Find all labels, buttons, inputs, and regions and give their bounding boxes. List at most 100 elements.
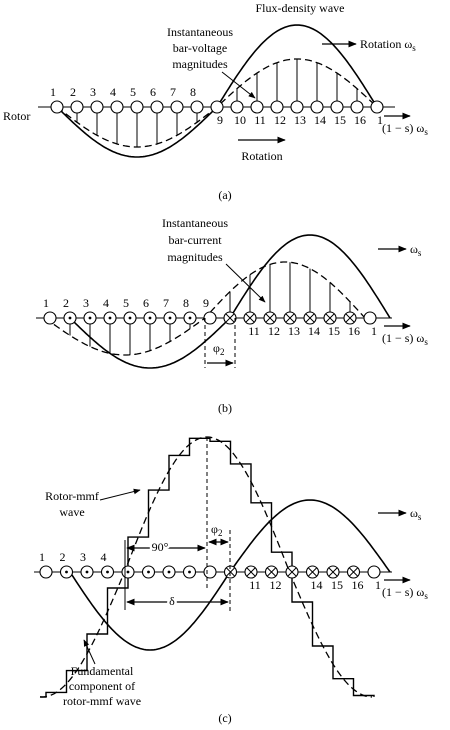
caption: (b) xyxy=(218,401,232,415)
current-out xyxy=(188,570,191,574)
bar-label: Instantaneous xyxy=(162,216,228,230)
slip-label-main: (1 − s) ω xyxy=(382,121,424,135)
slip-label-sub: s xyxy=(424,127,428,137)
bar-number: 11 xyxy=(248,324,260,338)
bar-number: 16 xyxy=(352,578,364,592)
slip-label: (1 − s) ωs xyxy=(382,121,428,137)
current-in xyxy=(345,313,355,323)
bar-number: 4 xyxy=(110,85,116,99)
speed-label: ωs xyxy=(410,506,422,522)
rotor-bar xyxy=(203,565,217,579)
rotation-label-sub: s xyxy=(412,43,416,53)
bar-number: 1 xyxy=(375,578,381,592)
rotor-bar xyxy=(367,565,381,579)
bar-number: 5 xyxy=(130,85,136,99)
rotor-bar xyxy=(350,100,364,114)
fundamental-label: rotor-mmf wave xyxy=(63,694,141,708)
bar-number: 4 xyxy=(103,296,109,310)
bar-number: 9 xyxy=(217,113,223,127)
phase-label-main: φ xyxy=(213,341,220,355)
rotor-bar xyxy=(270,100,284,114)
bar-label: magnitudes xyxy=(172,57,228,71)
bar-number: 7 xyxy=(163,296,169,310)
bar-number: 15 xyxy=(328,324,340,338)
phase-label-sub: 2 xyxy=(220,347,225,357)
current-in xyxy=(308,567,317,577)
angle-label: 90° xyxy=(152,540,169,554)
current-out xyxy=(88,316,92,320)
bar-number: 6 xyxy=(143,296,149,310)
bar-number: 3 xyxy=(83,296,89,310)
rotor-bar xyxy=(210,100,224,114)
rotor-bar xyxy=(190,100,204,114)
current-out xyxy=(65,570,68,574)
rotor-bar xyxy=(150,100,164,114)
bar-number: 2 xyxy=(70,85,76,99)
speed-label-main: ω xyxy=(410,242,418,256)
current-in xyxy=(328,567,338,577)
bar-number: 4 xyxy=(101,550,107,564)
bar-number: 1 xyxy=(377,113,383,127)
current-out xyxy=(106,570,109,574)
bar-number: 15 xyxy=(334,113,346,127)
leader-line xyxy=(99,488,141,501)
mmf-label: Rotor-mmf xyxy=(45,489,99,503)
bar-number: 8 xyxy=(183,296,189,310)
rotor-bar xyxy=(250,100,264,114)
rotor-bar xyxy=(110,100,124,114)
bar-number: 12 xyxy=(274,113,286,127)
rotor-bar xyxy=(290,100,304,114)
caption: (a) xyxy=(218,188,231,202)
slip-label-main: (1 − s) ω xyxy=(382,331,424,345)
bar-number: 1 xyxy=(371,324,377,338)
speed-label: ωs xyxy=(410,242,422,258)
leader-line xyxy=(83,639,96,665)
bar-number: 1 xyxy=(39,550,45,564)
current-out xyxy=(108,316,112,320)
phase-label: φ2 xyxy=(211,522,222,538)
bar-number: 16 xyxy=(348,324,360,338)
rotation-label: Rotation ωs xyxy=(360,37,416,53)
current-in xyxy=(225,313,235,323)
bar-number: 14 xyxy=(308,324,320,338)
rotor-bar xyxy=(330,100,344,114)
phase-label: φ2 xyxy=(213,341,224,357)
current-in xyxy=(325,313,335,323)
rotor-bar xyxy=(170,100,184,114)
rotor-bar xyxy=(43,311,57,325)
bar-number: 5 xyxy=(123,296,129,310)
leader-line xyxy=(221,71,256,99)
phase-label-main: φ xyxy=(211,522,218,536)
fundamental-label: Fundamental xyxy=(71,664,134,678)
rotor-bar xyxy=(370,100,384,114)
bar-number: 16 xyxy=(354,113,366,127)
bar-number: 14 xyxy=(311,578,323,592)
bar-number: 11 xyxy=(254,113,266,127)
bar-number: 10 xyxy=(234,113,246,127)
current-in xyxy=(246,567,256,577)
speed-label-sub: s xyxy=(418,512,422,522)
bar-number: 12 xyxy=(270,578,282,592)
bar-number: 13 xyxy=(288,324,300,338)
rotor-bar xyxy=(90,100,104,114)
bar-number: 11 xyxy=(249,578,261,592)
current-out xyxy=(148,316,152,320)
current-in xyxy=(287,567,297,577)
bar-number: 6 xyxy=(150,85,156,99)
caption: (c) xyxy=(218,711,231,725)
bar-number: 3 xyxy=(90,85,96,99)
bar-label: bar-current xyxy=(168,233,222,247)
current-in xyxy=(285,313,295,323)
rotor-bar xyxy=(363,311,377,325)
bar-number: 14 xyxy=(314,113,326,127)
bar-number: 12 xyxy=(268,324,280,338)
rotor-bar xyxy=(50,100,64,114)
bar-number: 15 xyxy=(331,578,343,592)
flux-label: Flux-density wave xyxy=(256,1,345,15)
current-out xyxy=(167,570,171,574)
current-out xyxy=(188,316,192,320)
bar-number: 2 xyxy=(60,550,66,564)
current-out xyxy=(126,570,130,574)
current-in xyxy=(305,313,315,323)
